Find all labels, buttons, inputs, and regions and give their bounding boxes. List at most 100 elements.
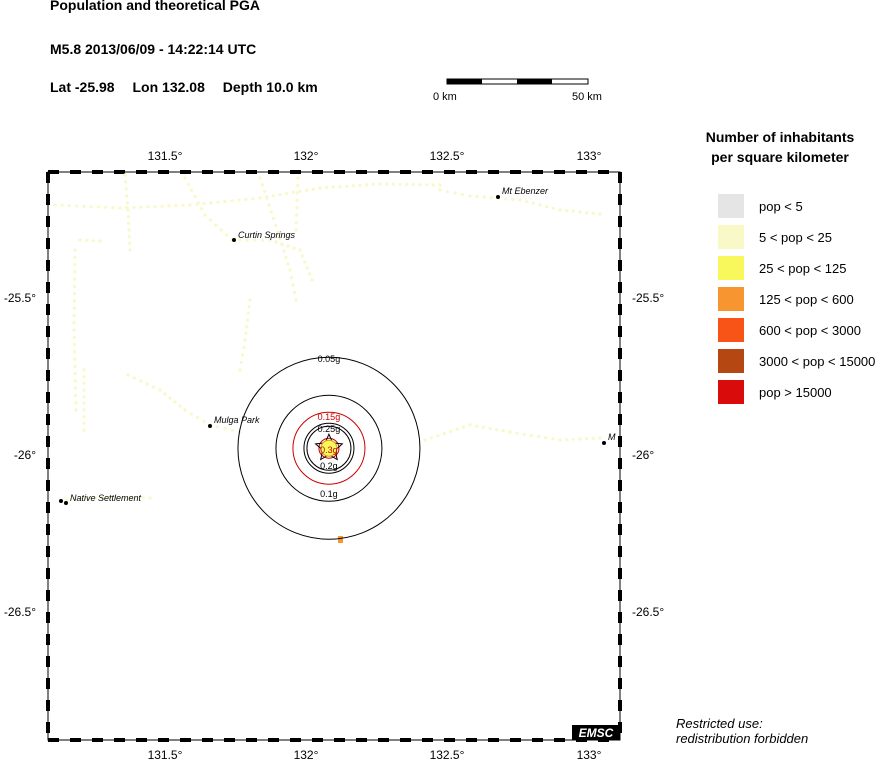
pga-contour-label: 0.2g <box>320 461 338 471</box>
population-dot <box>174 204 178 208</box>
population-dot <box>202 202 206 206</box>
pga-contour-label: 0.3g <box>320 445 338 455</box>
population-dot <box>219 228 223 232</box>
population-dot <box>305 188 309 192</box>
population-dot <box>578 210 582 214</box>
population-dot <box>145 382 149 386</box>
population-dot <box>260 238 264 242</box>
population-dot <box>74 393 78 398</box>
population-dot <box>294 221 298 225</box>
population-dot <box>139 379 143 383</box>
lon-tick-top-0: 131.5° <box>148 149 183 163</box>
population-dot <box>585 437 589 441</box>
population-dot <box>195 415 200 420</box>
population-dot <box>371 182 375 186</box>
population-dot <box>183 176 187 180</box>
legend-item: 3000 < pop < 15000 <box>718 349 875 373</box>
population-layer <box>53 173 602 543</box>
population-dot <box>203 213 207 217</box>
population-dot <box>160 204 164 208</box>
population-dot <box>425 183 429 187</box>
population-dot <box>438 188 442 192</box>
population-dot <box>127 228 131 232</box>
legend-label: 600 < pop < 3000 <box>759 322 861 338</box>
population-dot <box>468 194 472 198</box>
lon-tick-top-2: 132.5° <box>430 149 465 163</box>
map-title: Population and theoretical PGA <box>50 0 261 13</box>
population-dot <box>495 428 499 432</box>
legend-swatch <box>718 256 744 280</box>
population-dot <box>436 434 440 438</box>
population-dot <box>296 183 300 187</box>
population-dot <box>82 428 86 432</box>
population-dot <box>248 298 252 302</box>
population-dot <box>85 238 89 242</box>
population-dot <box>571 437 575 441</box>
population-dot <box>79 497 83 501</box>
legend-item: 5 < pop < 25 <box>718 225 832 249</box>
population-dot <box>489 196 493 200</box>
population-dot <box>75 204 79 208</box>
population-dot <box>101 495 105 499</box>
population-dot <box>269 210 273 214</box>
legend-label: pop < 5 <box>759 198 803 214</box>
population-dot <box>173 400 177 404</box>
place-marker <box>59 499 63 503</box>
population-dot <box>544 436 548 440</box>
population-dot <box>551 437 555 441</box>
population-dot <box>190 188 194 192</box>
population-dot <box>82 368 86 372</box>
population-dot <box>188 203 192 207</box>
population-dot <box>82 381 86 385</box>
population-dot <box>243 338 247 342</box>
population-dot <box>460 192 465 197</box>
pga-contour-label: 0.05g <box>318 354 341 364</box>
population-dot <box>153 204 157 209</box>
population-dot <box>508 430 512 434</box>
population-dot <box>72 292 77 296</box>
lon-tick-bottom-0: 131.5° <box>148 748 183 761</box>
population-dot <box>223 199 227 204</box>
place-marker <box>208 424 212 428</box>
population-dot <box>558 438 562 442</box>
population-dot <box>462 425 466 429</box>
population-dot <box>72 350 77 354</box>
population-dot <box>423 438 427 442</box>
population-dot <box>82 388 86 392</box>
population-dot <box>238 238 242 242</box>
lon-tick-top-3: 133° <box>577 149 602 163</box>
population-dot <box>276 230 280 234</box>
place-marker <box>496 195 500 199</box>
population-dot <box>230 199 234 203</box>
population-dot <box>244 331 248 335</box>
place-label: Native Settlement <box>70 493 142 503</box>
population-dot <box>525 200 529 204</box>
population-dot <box>89 205 93 209</box>
legend-label: 25 < pop < 125 <box>759 260 847 276</box>
population-dot <box>246 311 250 315</box>
population-dot <box>123 173 127 177</box>
population-dot <box>128 248 132 252</box>
population-dot <box>242 345 246 350</box>
population-dot <box>445 189 450 194</box>
population-dot <box>168 396 172 400</box>
population-dot <box>545 205 549 209</box>
lat-tick-left-1: -26° <box>14 448 36 462</box>
population-dot <box>271 216 276 221</box>
place-label: Mulga Park <box>214 415 260 425</box>
population-dot <box>274 223 278 227</box>
population-dot <box>286 262 290 266</box>
population-dot <box>87 496 91 500</box>
population-dot <box>244 197 248 201</box>
population-dot <box>82 395 86 399</box>
legend-swatch <box>718 349 744 373</box>
population-dot <box>215 425 220 429</box>
legend-item: pop < 5 <box>718 194 803 218</box>
legend-swatch <box>718 194 744 218</box>
population-dot <box>78 238 82 242</box>
legend-item: 25 < pop < 125 <box>718 256 846 280</box>
scale-bar <box>446 78 589 85</box>
population-dot <box>73 372 77 376</box>
population-dot <box>127 221 131 225</box>
depth-value: Depth 10.0 km <box>222 79 318 95</box>
